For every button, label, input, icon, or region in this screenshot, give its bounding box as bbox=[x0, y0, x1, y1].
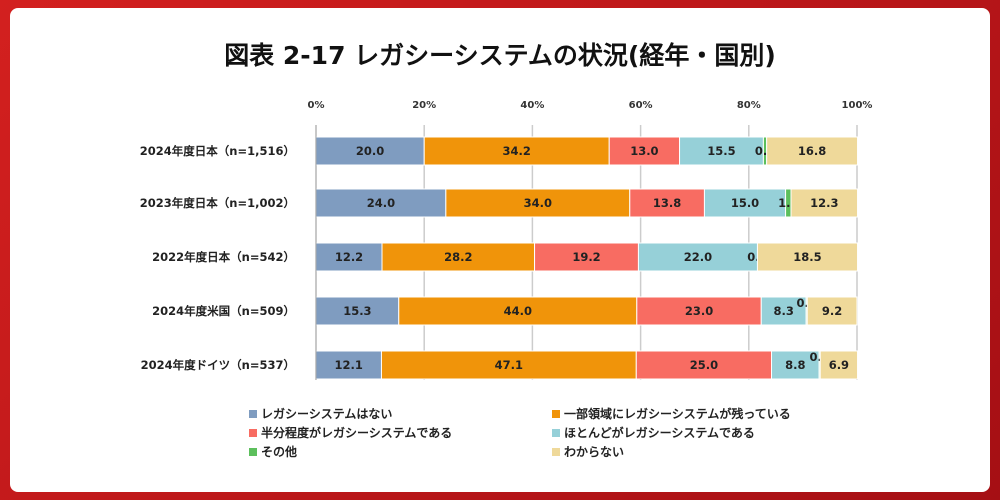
data-label: 19.2 bbox=[572, 250, 600, 264]
data-label: 28.2 bbox=[444, 250, 472, 264]
bar-segment bbox=[819, 350, 859, 380]
bar-segment bbox=[637, 242, 758, 272]
chart-title: 図表 2-17 レガシーシステムの状況(経年・国別) bbox=[224, 41, 776, 70]
x-tick-label: 100% bbox=[842, 100, 873, 111]
data-label: 24.0 bbox=[367, 196, 395, 210]
legend-label: 半分程度がレガシーシステムである bbox=[261, 425, 452, 440]
data-label: 23.0 bbox=[685, 304, 713, 318]
bar-segment bbox=[703, 188, 787, 218]
data-label: 15.5 bbox=[707, 144, 735, 158]
bar-segment bbox=[534, 242, 639, 272]
legend-swatch bbox=[249, 429, 257, 437]
data-label: 12.3 bbox=[810, 196, 838, 210]
bar-segment bbox=[381, 242, 536, 272]
data-label: 25.0 bbox=[690, 358, 718, 372]
legend-label: 一部領域にレガシーシステムが残っている bbox=[564, 406, 791, 421]
legend-label: ほとんどがレガシーシステムである bbox=[564, 425, 755, 440]
data-label: 34.0 bbox=[524, 196, 552, 210]
bar-segment bbox=[760, 296, 807, 326]
bar-segment bbox=[636, 296, 762, 326]
legend-label: レガシーシステムはない bbox=[261, 406, 392, 421]
bar-segment bbox=[315, 242, 383, 272]
bar-segment bbox=[806, 296, 858, 326]
category-label: 2023年度日本（n=1,002） bbox=[140, 196, 295, 210]
category-label: 2024年度日本（n=1,516） bbox=[140, 144, 295, 158]
data-label: 15.3 bbox=[343, 304, 371, 318]
data-label: 8.8 bbox=[785, 358, 805, 372]
data-label: 12.2 bbox=[335, 250, 363, 264]
x-tick-label: 0% bbox=[308, 100, 325, 111]
data-label: 9.2 bbox=[822, 304, 842, 318]
data-label: 16.8 bbox=[798, 144, 826, 158]
data-label: 15.0 bbox=[731, 196, 759, 210]
bar-segment bbox=[629, 188, 705, 218]
category-label: 2024年度米国（n=509） bbox=[152, 304, 295, 318]
data-label: 22.0 bbox=[684, 250, 712, 264]
legend-label: その他 bbox=[261, 444, 297, 459]
bar-segment bbox=[398, 296, 638, 326]
data-label: 13.8 bbox=[653, 196, 681, 210]
bar-segment bbox=[679, 136, 764, 166]
bar-segment bbox=[315, 136, 425, 166]
bar-segment bbox=[790, 188, 859, 218]
bar-segment bbox=[315, 188, 447, 218]
legend-swatch bbox=[552, 410, 560, 418]
legend-swatch bbox=[249, 448, 257, 456]
bar-segment bbox=[423, 136, 610, 166]
x-tick-label: 80% bbox=[737, 100, 761, 111]
data-label: 13.0 bbox=[630, 144, 658, 158]
legend-swatch bbox=[249, 410, 257, 418]
bar-segment bbox=[608, 136, 681, 166]
legend-swatch bbox=[552, 429, 560, 437]
data-label: 44.0 bbox=[504, 304, 532, 318]
bar-segment bbox=[756, 242, 859, 272]
data-label: 20.0 bbox=[356, 144, 384, 158]
data-label: 18.5 bbox=[793, 250, 821, 264]
data-label: 8.3 bbox=[774, 304, 794, 318]
data-label: 34.2 bbox=[503, 144, 531, 158]
data-label: 12.1 bbox=[335, 358, 363, 372]
category-label: 2022年度日本（n=542） bbox=[152, 250, 295, 264]
data-label: 47.1 bbox=[495, 358, 523, 372]
bar-segment bbox=[766, 136, 859, 166]
x-tick-label: 20% bbox=[412, 100, 436, 111]
x-tick-label: 60% bbox=[629, 100, 653, 111]
legend-label: わからない bbox=[564, 445, 624, 459]
category-label: 2024年度ドイツ（n=537） bbox=[141, 358, 295, 372]
data-label: 6.9 bbox=[829, 358, 849, 372]
bar-segment bbox=[380, 350, 637, 380]
x-tick-label: 40% bbox=[520, 100, 544, 111]
legend-swatch bbox=[552, 448, 560, 456]
